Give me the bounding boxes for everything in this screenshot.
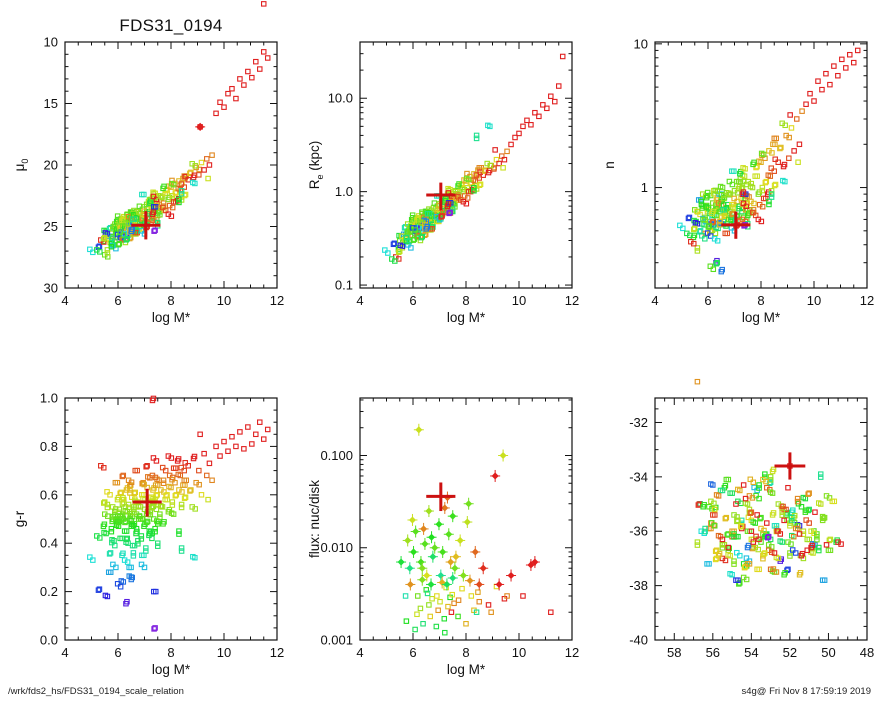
panel-mu0-vs-logm: 4 6 8 10 12 10 15 20 25 30 bbox=[10, 1, 291, 336]
svg-text:12: 12 bbox=[565, 645, 579, 660]
svg-text:8: 8 bbox=[167, 645, 174, 660]
svg-text:0.8: 0.8 bbox=[40, 439, 58, 454]
svg-text:12: 12 bbox=[565, 293, 579, 308]
svg-text:56: 56 bbox=[706, 645, 720, 660]
svg-text:12: 12 bbox=[270, 645, 284, 660]
svg-text:0.100: 0.100 bbox=[320, 448, 353, 463]
svg-text:1.0: 1.0 bbox=[335, 184, 353, 199]
svg-text:10: 10 bbox=[217, 293, 231, 308]
svg-text:6: 6 bbox=[704, 293, 711, 308]
svg-text:0.4: 0.4 bbox=[40, 536, 58, 551]
svg-text:1: 1 bbox=[641, 180, 648, 195]
svg-text:-36: -36 bbox=[629, 524, 648, 539]
svg-text:30: 30 bbox=[44, 281, 58, 296]
scatter-canvas: 4 6 8 10 12 0.1 1.0 10.0 bbox=[328, 41, 579, 308]
x-axis-label-4: log M* bbox=[151, 662, 191, 677]
svg-text:6: 6 bbox=[114, 293, 121, 308]
panel-sky-position: 58 56 54 52 50 48 -32 -34 -36 -38 -40 bbox=[600, 378, 881, 688]
svg-text:50: 50 bbox=[821, 645, 835, 660]
svg-text:-32: -32 bbox=[629, 415, 648, 430]
svg-text:48: 48 bbox=[860, 645, 874, 660]
svg-text:10: 10 bbox=[634, 36, 648, 51]
svg-text:6: 6 bbox=[114, 645, 121, 660]
svg-text:0.1: 0.1 bbox=[335, 278, 353, 293]
svg-text:25: 25 bbox=[44, 219, 58, 234]
svg-text:8: 8 bbox=[462, 645, 469, 660]
y-axis-label-gr: g-r bbox=[12, 510, 28, 528]
x-axis-label-1: log M* bbox=[151, 310, 191, 325]
panel-gr-vs-logm: 4 6 8 10 12 0.0 0.2 0.4 0.6 0.8 1.0 bbox=[10, 386, 291, 688]
page-title: FDS31_0194 bbox=[119, 16, 223, 35]
y-axis-label-n: n bbox=[602, 161, 618, 169]
svg-text:6: 6 bbox=[409, 293, 416, 308]
svg-text:0.0: 0.0 bbox=[40, 633, 58, 648]
svg-text:4: 4 bbox=[356, 645, 363, 660]
svg-text:10: 10 bbox=[44, 35, 58, 50]
svg-text:4: 4 bbox=[61, 293, 68, 308]
panel-n-vs-logm: 4 6 8 10 12 1 10 bbox=[600, 30, 881, 336]
svg-text:6: 6 bbox=[409, 645, 416, 660]
x-axis-label-2: log M* bbox=[446, 310, 486, 325]
scatter-canvas: 4 6 8 10 12 0.001 0.010 0.100 bbox=[320, 397, 579, 660]
svg-text:10: 10 bbox=[807, 293, 821, 308]
y-axis-label-re: Re (kpc) bbox=[307, 140, 325, 190]
svg-text:-40: -40 bbox=[629, 633, 648, 648]
y-axis-label-flux: flux: nuc/disk bbox=[307, 479, 323, 559]
svg-text:10.0: 10.0 bbox=[328, 91, 353, 106]
x-axis-label-3: log M* bbox=[741, 310, 781, 325]
svg-text:8: 8 bbox=[462, 293, 469, 308]
scatter-canvas: 4 6 8 10 12 0.0 0.2 0.4 0.6 0.8 1.0 bbox=[40, 391, 284, 661]
svg-text:12: 12 bbox=[860, 293, 874, 308]
svg-text:-34: -34 bbox=[629, 469, 648, 484]
svg-text:0.001: 0.001 bbox=[320, 633, 353, 648]
svg-text:0.010: 0.010 bbox=[320, 540, 353, 555]
svg-text:8: 8 bbox=[757, 293, 764, 308]
svg-text:10: 10 bbox=[217, 645, 231, 660]
panel-flux-vs-logm: 4 6 8 10 12 0.001 0.010 0.100 bbox=[305, 386, 586, 688]
svg-text:4: 4 bbox=[651, 293, 658, 308]
svg-text:4: 4 bbox=[61, 645, 68, 660]
svg-text:0.2: 0.2 bbox=[40, 584, 58, 599]
svg-text:-38: -38 bbox=[629, 578, 648, 593]
svg-text:1.0: 1.0 bbox=[40, 391, 58, 406]
svg-text:58: 58 bbox=[667, 645, 681, 660]
y-axis-label-mu0: μ0 bbox=[12, 158, 30, 172]
svg-text:10: 10 bbox=[512, 293, 526, 308]
svg-text:54: 54 bbox=[744, 645, 758, 660]
svg-text:8: 8 bbox=[167, 293, 174, 308]
svg-text:4: 4 bbox=[356, 293, 363, 308]
footer-user-date-label: s4g@ Fri Nov 8 17:59:19 2019 bbox=[741, 686, 871, 697]
svg-text:15: 15 bbox=[44, 96, 58, 111]
svg-text:12: 12 bbox=[270, 293, 284, 308]
x-axis-label-5: log M* bbox=[446, 662, 486, 677]
svg-text:52: 52 bbox=[783, 645, 797, 660]
svg-text:10: 10 bbox=[512, 645, 526, 660]
scatter-canvas: 58 56 54 52 50 48 -32 -34 -36 -38 -40 bbox=[629, 378, 874, 660]
scatter-canvas: 4 6 8 10 12 1 10 bbox=[634, 36, 875, 308]
scatter-canvas: 4 6 8 10 12 10 15 20 25 30 bbox=[44, 1, 284, 308]
svg-text:20: 20 bbox=[44, 158, 58, 173]
panel-re-vs-logm: 4 6 8 10 12 0.1 1.0 10.0 bbox=[305, 30, 586, 336]
footer-path-label: /wrk/fds2_hs/FDS31_0194_scale_relation bbox=[8, 686, 184, 697]
svg-text:0.6: 0.6 bbox=[40, 487, 58, 502]
